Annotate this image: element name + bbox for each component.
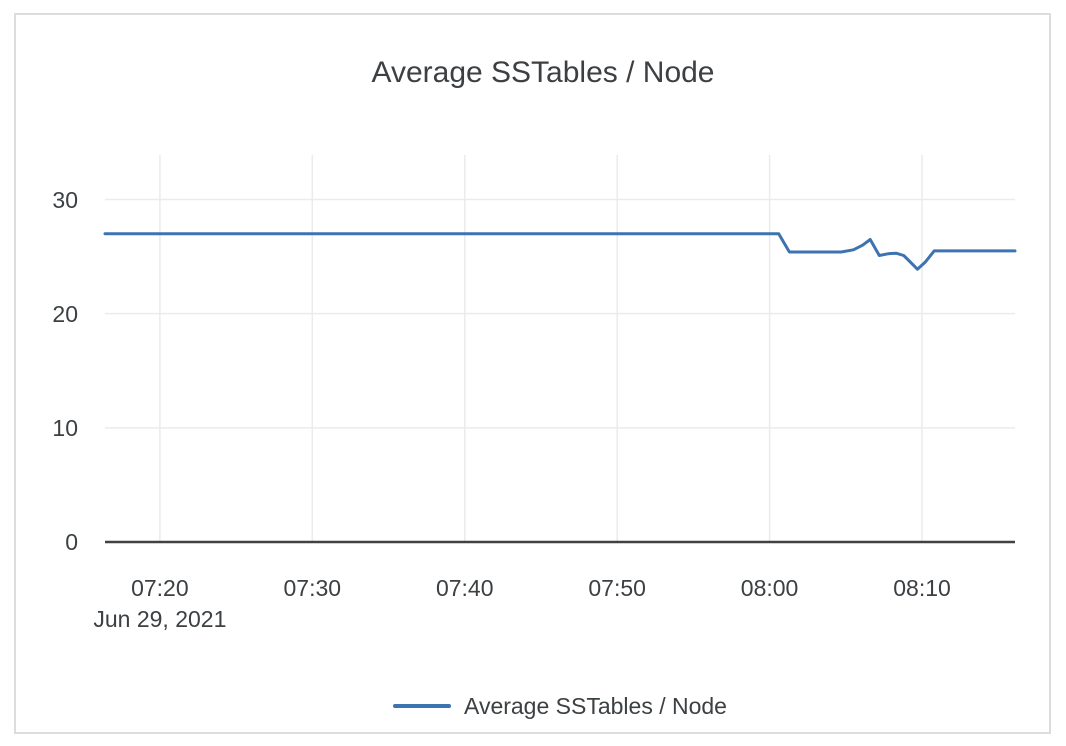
y-tick-label: 10 [52, 414, 78, 441]
x-axis-date-label: Jun 29, 2021 [93, 606, 227, 632]
x-tick-label: 07:50 [588, 575, 646, 601]
x-tick-label: 08:10 [893, 575, 951, 601]
series-line-0[interactable] [103, 232, 1017, 271]
x-tick-label: 07:30 [283, 575, 342, 601]
chart-title: Average SSTables / Node [371, 56, 715, 89]
y-tick-label: 20 [52, 300, 78, 327]
x-tick-label: 07:20 [131, 575, 189, 601]
y-tick-label: 0 [65, 529, 78, 555]
legend-series-label: Average SSTables / Node [464, 693, 727, 719]
x-tick-label: 08:00 [740, 575, 799, 601]
chart-card: Average SSTables / Node 0 10 20 30 07:20 07:… [14, 13, 1051, 734]
legend-line-swatch [393, 704, 452, 708]
x-tick-label: 07:40 [435, 575, 494, 601]
y-tick-label: 30 [52, 186, 78, 213]
legend-item[interactable]: Average SSTables / Node [393, 693, 727, 719]
